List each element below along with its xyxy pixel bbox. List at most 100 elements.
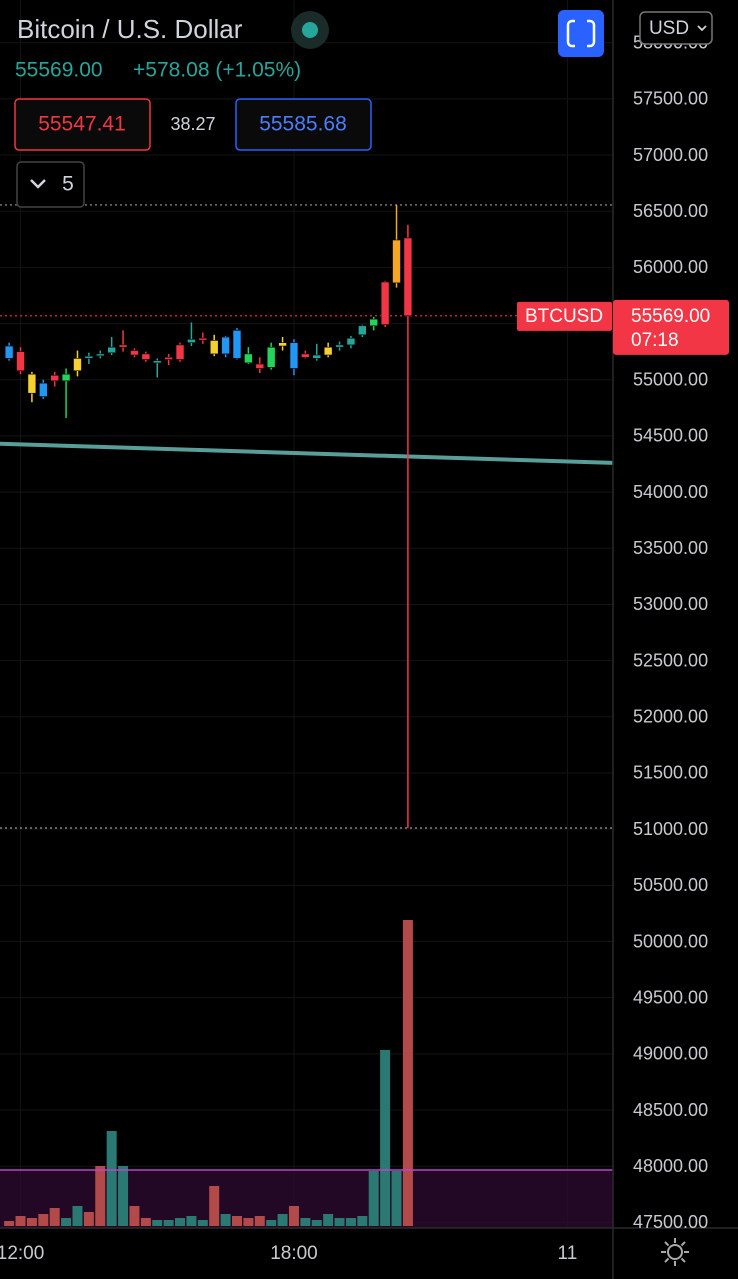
candle-body [403,237,413,317]
currency-button[interactable] [639,11,713,45]
volume-bar [140,1218,151,1226]
indicator-count: 5 [62,173,74,196]
candle-body [392,239,401,284]
y-tick-label: 51500.00 [633,763,708,783]
y-tick-label: 50000.00 [633,931,708,951]
y-tick-label: 55000.00 [633,369,708,389]
spread: 38.27 [170,114,215,134]
candle-body [209,340,219,355]
y-tick-label: 48500.00 [633,1100,708,1120]
volume-bar [15,1216,26,1226]
countdown-label: 07:18 [631,330,679,351]
candle-body [323,346,333,356]
candle-body [4,345,14,359]
fullscreen-icon-gap [575,18,587,49]
price-tag [613,299,729,355]
x-tick-label: 18:00 [270,1243,318,1264]
volume-bar [38,1214,49,1226]
volume-bar [300,1218,311,1226]
candle-body [301,353,310,358]
volume-bar [95,1166,106,1226]
candle-body [130,350,139,356]
candle-body [358,325,367,336]
y-tick-label: 47500.00 [633,1212,708,1232]
y-tick-label: 50500.00 [633,875,708,895]
candle-body [278,342,287,347]
y-tick-label: 49000.00 [633,1044,708,1064]
volume-bar [118,1166,129,1226]
volume-bar [243,1218,254,1226]
candle-body [335,344,344,348]
volume-bar [368,1171,379,1226]
volume-bar [391,1171,402,1226]
status-dot [302,22,318,38]
currency-chevron [697,25,707,32]
volume-bar [72,1206,83,1226]
candle-body [61,373,71,382]
ask-price: 55585.68 [259,113,347,136]
volume-bar [163,1220,174,1226]
volume-bar [277,1214,288,1226]
y-tick-label: 48000.00 [633,1156,708,1176]
candle-body [27,373,37,394]
candles [4,204,413,829]
y-tick-label: 54000.00 [633,482,708,502]
buy-button[interactable] [235,98,372,151]
y-tick-label: 56000.00 [633,257,708,277]
sell-button[interactable] [14,98,151,151]
settings-icon[interactable] [661,1238,689,1266]
chevron-icon [30,179,46,189]
y-tick-label: 51000.00 [633,819,708,839]
indicator-toggle[interactable] [16,161,85,208]
x-tick-label: 11 [558,1243,578,1264]
bid-price: 55547.41 [38,113,126,136]
settings-icon-ring [667,1244,683,1260]
price-change: +578.08 (+1.05%) [133,59,301,82]
volume-bar [266,1220,277,1226]
candle-body [50,374,59,382]
volume-bar [334,1218,345,1226]
volume-bar [4,1221,15,1226]
volume-bar [323,1214,334,1226]
currency: USD [649,18,689,39]
y-tick-label: 53000.00 [633,594,708,614]
volume-bar [288,1206,299,1226]
candle-body [152,360,162,364]
symbol-title: Bitcoin / U.S. Dollar [17,14,243,44]
candle-body [118,344,128,348]
volume-bar [49,1208,60,1226]
candle-body [38,382,48,397]
candle-body [84,355,94,359]
symbol-label: BTCUSD [525,306,603,327]
volume-bar [357,1216,368,1226]
candle-body [164,356,173,360]
y-tick-label: 53500.00 [633,538,708,558]
candle-body [346,337,356,346]
settings-icon-rays [661,1238,689,1266]
volume-bar [61,1218,72,1226]
volume-pane [4,920,413,1226]
symbol-tag [517,301,612,331]
candle-body [187,339,196,343]
volume-bar [197,1220,208,1226]
y-tick-label: 52500.00 [633,650,708,670]
candle-body [380,281,390,325]
volume-bar [402,920,413,1226]
volume-bar [152,1220,163,1226]
candle-body [232,330,242,359]
volume-bar [129,1206,140,1226]
volume-bar [345,1218,356,1226]
candle-body [16,351,25,372]
grid [0,0,613,1228]
candle-body [198,337,208,341]
volume-bar [175,1218,186,1226]
y-tick-label: 56500.00 [633,201,708,221]
candle-body [107,346,116,354]
volume-bar [209,1186,220,1226]
trend-line [0,441,614,465]
candle-body [244,353,253,364]
candle-body [369,318,379,327]
x-tick-label: 12:00 [0,1243,44,1264]
